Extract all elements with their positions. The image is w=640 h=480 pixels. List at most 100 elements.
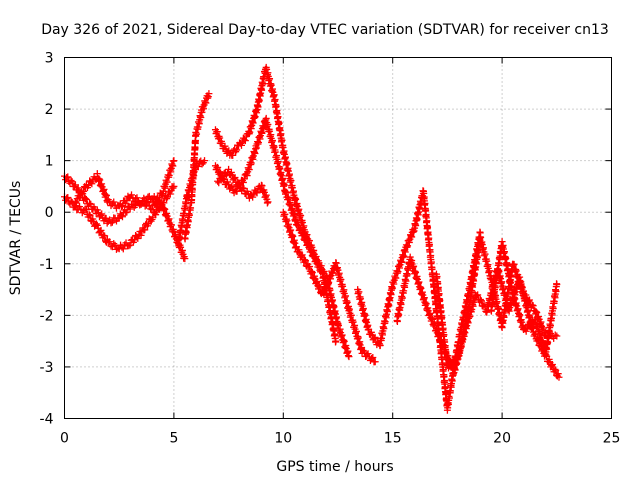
data-point [141,226,149,234]
data-point [237,141,245,149]
grid [64,57,612,419]
data-point [138,197,146,205]
data-point [110,198,118,206]
data-point [82,195,90,203]
data-point [101,232,109,240]
data-point [229,151,237,159]
data-point [64,194,72,202]
series-track-e [174,157,209,248]
data-point [205,90,213,98]
data-point [224,178,232,186]
data-point [106,238,114,246]
data-point [152,200,160,208]
data-point [170,157,178,165]
data-point [68,178,76,186]
data-point [367,328,375,336]
data-point [525,322,533,330]
data-point [236,180,244,188]
x-axis-label: GPS time / hours [276,459,393,475]
data-point [548,361,556,369]
data-point [97,226,105,234]
plot-frame [64,57,612,419]
chart-title: Day 326 of 2021, Sidereal Day-to-day VTE… [41,22,609,38]
y-axis-label: SDTVAR / TECUs [8,181,24,296]
data-point [296,225,304,233]
data-point [548,360,556,368]
data-point [551,365,559,373]
data-point [360,348,368,356]
data-point [214,163,222,171]
data-point [306,263,314,271]
data-point [166,190,174,198]
y-tick-label: 3 [45,51,54,67]
data-marks [61,63,563,414]
data-point [527,323,535,331]
data-point [476,296,484,304]
data-point [299,230,307,238]
data-point [529,302,537,310]
data-point [231,174,239,182]
data-point [270,91,278,99]
data-point [294,219,302,227]
y-tick-label: -4 [40,412,54,428]
data-point [359,347,367,355]
data-point [67,197,75,205]
data-point [371,358,379,366]
data-point [148,206,156,214]
y-tick-label: -1 [40,257,54,273]
data-point [554,370,562,378]
data-point [194,163,202,171]
data-point [88,180,96,188]
x-tick-label: 5 [169,431,178,447]
data-point [453,356,461,364]
data-point [233,146,241,154]
axis-ticks: 0 5 10 15 20 25 -4 -3 -2 -1 0 1 2 3 [40,51,621,447]
data-point [64,173,72,181]
data-point [304,239,312,247]
data-point [369,354,377,362]
y-tick-label: 1 [45,154,54,170]
data-point [137,231,145,239]
series-track-j [354,187,484,414]
series-track-h [214,165,272,207]
data-point [308,246,316,254]
data-point [298,251,306,259]
y-tick-label: 2 [45,102,54,118]
data-point [308,269,316,277]
data-point [555,373,563,381]
data-point [76,193,84,201]
data-point [133,194,141,202]
data-point [522,327,530,335]
data-point [140,198,148,206]
data-point [240,136,248,144]
data-point [332,337,340,345]
series-track-g [211,114,340,346]
data-point [241,137,249,145]
data-point [522,291,530,299]
series-track-m [487,238,561,356]
data-point [107,219,115,227]
data-point [170,182,178,190]
data-point [473,292,481,300]
data-point [345,353,353,361]
data-point [545,355,553,363]
data-point [307,246,315,254]
data-point [239,184,247,192]
data-point [158,201,166,209]
data-point [553,332,561,340]
data-point [249,193,257,201]
x-tick-label: 20 [493,431,511,447]
data-point [227,168,235,176]
data-point [110,240,118,248]
data-point [553,280,561,288]
data-point [98,210,106,218]
data-point [301,256,309,264]
data-point [295,246,303,254]
data-point [117,203,125,211]
data-point [370,334,378,342]
data-point [152,211,160,219]
data-point [449,360,457,368]
y-tick-label: -3 [40,360,54,376]
data-point [134,234,142,242]
data-point [169,184,177,192]
